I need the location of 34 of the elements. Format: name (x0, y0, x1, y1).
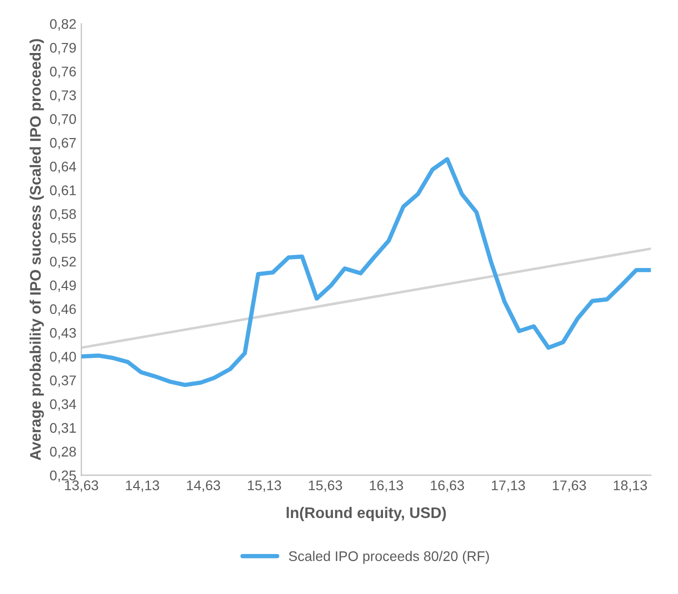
x-tick-label: 14,13 (126, 480, 160, 492)
x-tick-label: 18,13 (614, 480, 647, 492)
x-tick-label: 16,63 (430, 480, 464, 492)
y-tick-label: 0,34 (50, 399, 76, 411)
y-tick-label: 0,79 (50, 42, 76, 54)
x-axis-title: ln(Round equity, USD) (286, 506, 446, 522)
y-tick-label: 0,61 (50, 185, 76, 197)
y-tick-label: 0,28 (50, 446, 76, 458)
y-tick-label: 0,76 (50, 66, 76, 78)
x-tick-label: 15,13 (248, 480, 282, 492)
y-tick-label: 0,67 (50, 138, 76, 150)
x-tick-label: 13,63 (65, 480, 98, 492)
y-tick-label: 0,55 (50, 232, 76, 244)
y-tick-label: 0,46 (50, 304, 76, 316)
y-tick-label: 0,58 (50, 209, 76, 221)
y-tick-label: 0,82 (50, 19, 76, 31)
x-tick-label: 14,63 (186, 480, 220, 492)
y-tick-label: 0,73 (50, 90, 76, 102)
legend-label: Scaled IPO proceeds 80/20 (RF) (288, 550, 489, 564)
y-tick-label: 0,31 (50, 423, 76, 434)
y-tick-label: 0,43 (50, 328, 76, 340)
x-tick-label: 15,63 (308, 480, 342, 492)
x-tick-label: 17,13 (492, 480, 525, 492)
y-tick-label: 0,25 (50, 470, 76, 482)
x-tick-label: 16,13 (370, 480, 404, 492)
y-tick-label: 0,49 (50, 280, 76, 292)
y-tick-label: 0,64 (50, 162, 76, 174)
line-series (81, 157, 651, 387)
x-tick-label: 17,63 (552, 480, 586, 492)
y-tick-label: 0,40 (50, 352, 76, 364)
y-tick-label: 0,37 (50, 375, 76, 387)
y-tick-label: 0,70 (50, 114, 76, 126)
y-axis-title: Average probability of IPO success (Scaled IPO proceeds) (30, 39, 44, 460)
y-tick-label: 0,52 (50, 256, 76, 268)
